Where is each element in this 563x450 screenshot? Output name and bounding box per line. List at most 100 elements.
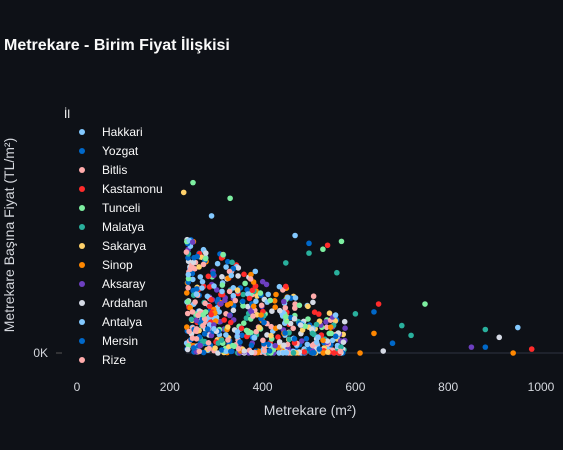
data-point — [235, 346, 242, 352]
data-point — [230, 292, 237, 299]
data-point — [265, 291, 272, 298]
data-point — [281, 342, 287, 349]
legend-item-label[interactable]: Kastamonu — [102, 182, 163, 196]
data-point — [482, 326, 489, 333]
legend-marker — [79, 167, 85, 173]
data-point — [235, 273, 241, 279]
legend-item-label[interactable]: Yozgat — [102, 144, 139, 158]
data-point — [380, 348, 387, 354]
plot-area — [180, 179, 563, 356]
data-point — [276, 283, 283, 290]
data-point — [269, 308, 275, 315]
data-point — [187, 304, 193, 311]
data-point — [213, 287, 220, 293]
data-point — [245, 291, 251, 297]
legend-item-label[interactable]: Rize — [102, 353, 126, 367]
legend-item-label[interactable]: Tunceli — [102, 201, 140, 215]
chart-title: Metrekare - Birim Fiyat İlişkisi — [4, 36, 230, 54]
data-point — [223, 264, 229, 270]
data-point — [260, 337, 266, 344]
data-point — [334, 269, 340, 276]
data-point — [230, 307, 237, 314]
data-point — [253, 298, 259, 305]
data-point — [249, 287, 256, 294]
data-point — [204, 326, 211, 332]
legend-item-label[interactable]: Bitlis — [102, 163, 127, 177]
data-point — [219, 274, 225, 280]
data-point — [223, 332, 229, 338]
data-point — [185, 275, 192, 282]
legend: İl Hakkari Yozgat Bitlis Kastamonu Tunceli Ma… — [64, 107, 163, 367]
legend-item-label[interactable]: Mersin — [102, 334, 138, 348]
data-point — [194, 253, 200, 260]
data-point — [204, 293, 211, 300]
data-point — [244, 303, 251, 310]
data-point — [183, 249, 190, 255]
data-point — [208, 297, 214, 303]
x-tick-label: 800 — [438, 380, 458, 394]
data-point — [197, 274, 204, 280]
data-point — [184, 290, 190, 296]
data-point — [302, 323, 308, 330]
data-point — [250, 303, 257, 310]
legend-item-label[interactable]: Ardahan — [102, 296, 147, 310]
data-point — [510, 350, 516, 356]
data-point — [323, 319, 329, 325]
data-point — [245, 329, 251, 336]
data-point — [284, 294, 291, 301]
data-point — [283, 283, 289, 290]
legend-marker — [79, 357, 85, 363]
data-point — [290, 350, 297, 356]
data-point — [223, 348, 230, 355]
legend-item-label[interactable]: Malatya — [102, 220, 144, 234]
data-point — [190, 345, 197, 351]
data-point — [311, 309, 318, 316]
data-point — [251, 334, 257, 341]
data-point — [276, 324, 283, 330]
legend-item-label[interactable]: Sinop — [102, 258, 133, 272]
x-tick-label: 400 — [253, 380, 273, 394]
data-point — [185, 271, 192, 278]
data-point — [246, 295, 253, 302]
data-point — [241, 320, 247, 327]
legend-item-label[interactable]: Aksaray — [102, 277, 145, 291]
x-tick-label: 1000 — [528, 380, 555, 394]
data-point — [190, 276, 196, 283]
data-point — [184, 324, 190, 330]
legend-item-label[interactable]: Sakarya — [102, 239, 146, 253]
data-point — [239, 332, 245, 339]
x-tick-label: 600 — [345, 380, 365, 394]
data-point — [326, 310, 333, 317]
data-point — [197, 342, 204, 349]
data-point — [268, 323, 275, 330]
data-point — [496, 334, 503, 341]
data-point — [297, 322, 304, 328]
data-point — [253, 328, 259, 335]
data-point — [228, 272, 235, 279]
legend-marker — [79, 205, 85, 211]
data-point — [315, 334, 321, 340]
data-point — [227, 195, 233, 202]
data-point — [202, 255, 209, 262]
data-point — [219, 347, 225, 353]
data-point — [210, 270, 216, 277]
data-point — [184, 346, 191, 353]
data-point — [247, 276, 254, 282]
data-point — [248, 342, 255, 349]
data-point — [371, 309, 377, 315]
data-point — [211, 322, 217, 328]
legend-item-label[interactable]: Antalya — [102, 315, 142, 329]
data-point — [200, 349, 207, 356]
data-point — [232, 297, 239, 304]
data-point — [324, 338, 331, 344]
legend-item-label[interactable]: Hakkari — [102, 125, 143, 139]
legend-marker — [79, 338, 85, 344]
data-point — [185, 299, 191, 305]
data-point — [291, 315, 298, 322]
data-point — [225, 337, 231, 343]
data-point — [206, 303, 213, 310]
data-point — [283, 350, 290, 356]
data-point — [184, 310, 191, 317]
data-point — [309, 330, 316, 337]
data-point — [352, 311, 359, 317]
